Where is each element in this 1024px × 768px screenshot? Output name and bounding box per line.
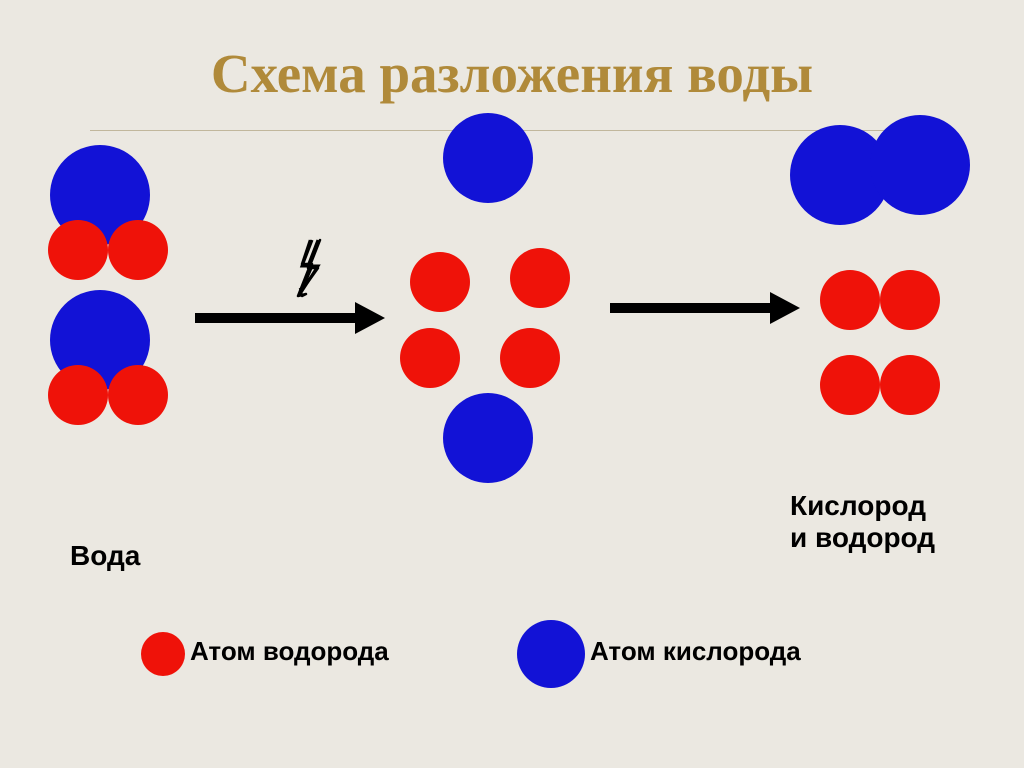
label-water: Вода (70, 540, 140, 572)
atom-mid-O-bottom (443, 393, 533, 483)
atom-mid-H2 (510, 248, 570, 308)
atom-water1-H2 (108, 220, 168, 280)
legend-label-oxygen: Атом кислорода (590, 636, 801, 667)
atom-mid-H1 (410, 252, 470, 312)
atom-out-H2a (820, 355, 880, 415)
atom-out-H1b (880, 270, 940, 330)
legend-label-hydrogen: Атом водорода (190, 636, 389, 667)
legend-dot-oxygen (517, 620, 585, 688)
atom-out-H1a (820, 270, 880, 330)
atom-water1-H1 (48, 220, 108, 280)
atom-out-H2b (880, 355, 940, 415)
atom-mid-O-top (443, 113, 533, 203)
atom-water2-H2 (108, 365, 168, 425)
atom-out-O2 (870, 115, 970, 215)
label-products: Кислород и водород (790, 490, 935, 554)
atom-mid-H3 (400, 328, 460, 388)
atom-water2-H1 (48, 365, 108, 425)
atom-mid-H4 (500, 328, 560, 388)
diagram-title: Схема разложения воды (0, 42, 1024, 105)
legend-dot-hydrogen (141, 632, 185, 676)
lightning-icon (292, 238, 328, 298)
